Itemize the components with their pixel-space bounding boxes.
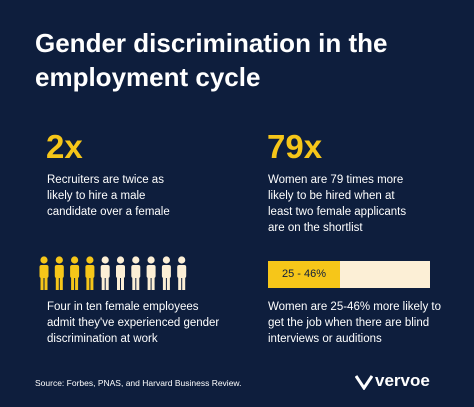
person-part (147, 256, 155, 264)
person-part (85, 265, 95, 278)
person-part (100, 265, 110, 278)
person-part (117, 276, 120, 290)
text-line: Four in ten female employees (47, 301, 199, 313)
text-line: admit they've experienced gender (47, 317, 220, 329)
person-part (39, 265, 49, 278)
person-part (71, 256, 79, 264)
person-part (54, 265, 64, 278)
person-part (162, 256, 170, 264)
person-part (147, 276, 151, 290)
person-part (44, 276, 48, 290)
text-line: get the job when there are blind (268, 317, 430, 329)
stat-text: Women are 79 times more likely to be hir… (268, 172, 406, 236)
text-line: interviews or auditions (268, 333, 382, 345)
person-part (151, 276, 155, 290)
text-line: Recruiters are twice as (47, 174, 164, 186)
person-part (55, 276, 59, 290)
title-line: employment cycle (35, 62, 261, 92)
person-part (105, 276, 109, 290)
range-bar: 25 - 46% (268, 261, 430, 288)
person-part (59, 276, 63, 290)
person-part (132, 276, 136, 290)
person-part (70, 265, 80, 278)
person-part (71, 276, 75, 290)
text-line: are on the shortlist (268, 222, 363, 234)
person-part (86, 256, 94, 264)
person-part (131, 265, 141, 278)
person-part (178, 276, 182, 290)
person-part (90, 276, 94, 290)
stat-figure: 79x (267, 128, 323, 165)
stat-figure: 2x (46, 128, 83, 165)
text-line: likely to be hired when at (268, 190, 395, 202)
person-part (162, 276, 166, 290)
title: Gender discrimination in the employment … (35, 26, 388, 94)
person-part (166, 276, 170, 290)
person-part (40, 276, 44, 290)
person-part (40, 256, 48, 264)
text-line: likely to hire a male (47, 190, 146, 202)
person-part (86, 276, 90, 290)
people-icons (39, 256, 187, 290)
title-line: Gender discrimination in the (35, 28, 388, 58)
person-part (182, 276, 186, 290)
person-part (136, 276, 140, 290)
text-line: Women are 25-46% more likely to (268, 301, 441, 313)
range-fill: 25 - 46% (268, 261, 340, 288)
stat-text: Four in ten female employees admit they'… (47, 299, 219, 347)
person-part (177, 265, 187, 278)
person-part (75, 276, 79, 290)
source: Source: Forbes, PNAS, and Harvard Busine… (35, 378, 242, 388)
person-part (178, 256, 186, 264)
stat-text: Women are 25-46% more likely to get the … (268, 299, 441, 347)
logo-chevron (355, 375, 373, 390)
text-line: Women are 79 times more (268, 174, 404, 186)
text-line: discrimination at work (47, 333, 158, 345)
person-part (101, 256, 109, 264)
logo-mark (355, 375, 373, 390)
person-part (121, 276, 124, 290)
text-line: least two female applicants (268, 206, 407, 218)
person-part (146, 265, 156, 278)
person-part (116, 256, 125, 264)
text-line: candidate over a female (47, 206, 170, 218)
logo: vervoe (375, 371, 430, 390)
person-part (161, 265, 171, 278)
person-part (116, 265, 125, 278)
person-part (132, 256, 140, 264)
person-part (55, 256, 63, 264)
person-part (101, 276, 105, 290)
stat-text: Recruiters are twice as likely to hire a… (47, 172, 170, 220)
